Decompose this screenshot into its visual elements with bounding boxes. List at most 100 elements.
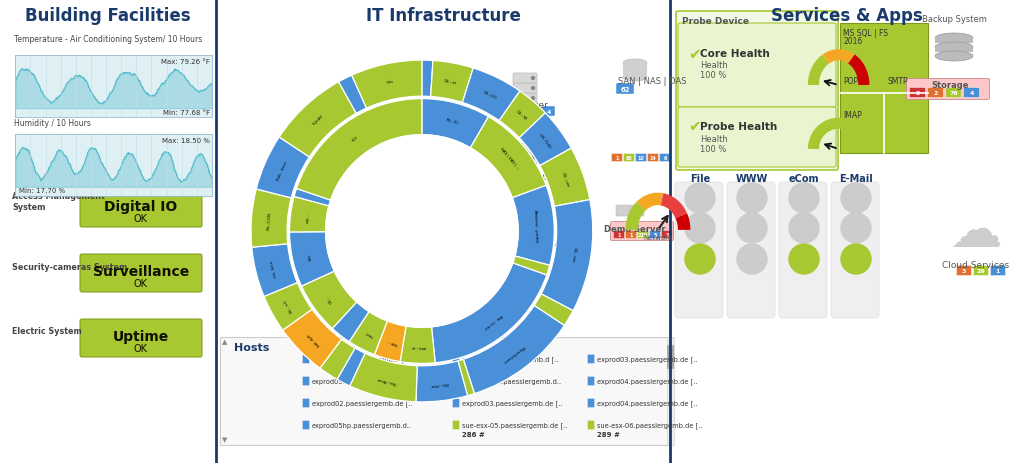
Wedge shape	[512, 186, 554, 266]
Text: bidr..dph: bidr..dph	[305, 331, 321, 346]
Circle shape	[531, 77, 535, 80]
Text: SAN | NAS | DAS: SAN | NAS | DAS	[618, 77, 686, 86]
Ellipse shape	[623, 60, 647, 68]
Wedge shape	[280, 82, 356, 157]
Circle shape	[326, 135, 518, 328]
Text: Min: 17.70 %: Min: 17.70 %	[19, 188, 66, 194]
FancyBboxPatch shape	[80, 189, 202, 227]
FancyBboxPatch shape	[613, 231, 625, 239]
Text: E-Mail: E-Mail	[839, 174, 872, 184]
FancyBboxPatch shape	[909, 88, 926, 98]
Circle shape	[841, 213, 871, 244]
FancyBboxPatch shape	[588, 420, 595, 430]
FancyBboxPatch shape	[529, 107, 542, 117]
Text: sue-esx-06.paesslergemb.de [..: sue-esx-06.paesslergemb.de [..	[597, 422, 702, 428]
Text: 5: 5	[653, 232, 656, 238]
Bar	[623, 64, 647, 78]
Text: Network: Network	[643, 235, 673, 241]
Text: exprod02.paesslergemb.de [..: exprod02.paesslergemb.de [..	[312, 400, 413, 407]
Ellipse shape	[935, 43, 973, 53]
FancyBboxPatch shape	[990, 266, 1006, 276]
Circle shape	[531, 97, 535, 100]
Text: 6: 6	[664, 156, 667, 161]
Text: Server: Server	[518, 101, 548, 110]
Text: 3: 3	[666, 232, 669, 238]
Circle shape	[531, 167, 535, 170]
FancyBboxPatch shape	[636, 154, 646, 162]
Text: h-JedH: h-JedH	[311, 114, 324, 125]
Wedge shape	[351, 61, 422, 109]
Text: exprod03.paesslergemb.de [..: exprod03.paesslergemb.de [..	[597, 356, 697, 363]
Circle shape	[841, 244, 871, 275]
FancyBboxPatch shape	[649, 231, 660, 239]
Text: exprod02.paesslergemb.d [..: exprod02.paesslergemb.d [..	[462, 356, 558, 363]
Text: Building Facilities: Building Facilities	[26, 7, 190, 25]
Text: 10: 10	[638, 156, 644, 161]
Circle shape	[685, 184, 715, 213]
Ellipse shape	[935, 34, 973, 44]
Text: Hos: Hos	[386, 80, 394, 85]
Wedge shape	[535, 294, 573, 326]
Text: Ric..C305: Ric..C305	[267, 211, 272, 229]
Ellipse shape	[513, 237, 537, 244]
FancyBboxPatch shape	[678, 108, 836, 168]
FancyBboxPatch shape	[80, 255, 202, 292]
Wedge shape	[333, 302, 369, 342]
Text: 1: 1	[617, 232, 621, 238]
Text: rota...w: rota...w	[411, 343, 426, 348]
Text: Probe Device: Probe Device	[682, 17, 749, 25]
Text: CV...: CV...	[326, 294, 334, 303]
Text: bha...tu-me: bha...tu-me	[482, 313, 503, 330]
Text: ✔: ✔	[688, 46, 700, 62]
FancyBboxPatch shape	[542, 107, 555, 117]
FancyBboxPatch shape	[626, 231, 637, 239]
FancyBboxPatch shape	[453, 377, 460, 386]
FancyBboxPatch shape	[610, 222, 674, 241]
Wedge shape	[431, 263, 547, 363]
Wedge shape	[349, 312, 387, 355]
Text: Security-cameras System: Security-cameras System	[12, 262, 127, 271]
Text: Database Server: Database Server	[488, 241, 564, 250]
Circle shape	[685, 213, 715, 244]
FancyBboxPatch shape	[928, 88, 943, 98]
Wedge shape	[256, 138, 309, 199]
Text: ✔ 7: ✔ 7	[516, 249, 532, 258]
FancyBboxPatch shape	[513, 74, 537, 84]
Wedge shape	[519, 113, 571, 166]
Wedge shape	[294, 189, 331, 206]
FancyBboxPatch shape	[80, 319, 202, 357]
Text: Virtual Hosting: Virtual Hosting	[493, 172, 560, 181]
Text: 229: 229	[638, 232, 648, 238]
Circle shape	[790, 244, 819, 275]
Text: ▼: ▼	[222, 436, 227, 442]
Text: Health: Health	[700, 134, 728, 143]
Text: POP3: POP3	[843, 76, 863, 85]
Text: Aleatoric...probst: Aleatoric...probst	[534, 210, 539, 243]
Wedge shape	[540, 149, 590, 207]
FancyBboxPatch shape	[513, 163, 537, 174]
Text: OK: OK	[134, 278, 148, 288]
Text: Access Management
System: Access Management System	[12, 192, 104, 211]
Text: 4: 4	[547, 109, 551, 114]
Bar	[667, 337, 674, 445]
Text: ✔ 122: ✔ 122	[516, 181, 544, 190]
Text: hop...: hop...	[386, 338, 397, 345]
FancyBboxPatch shape	[302, 377, 309, 386]
Text: Probe Health: Probe Health	[700, 122, 777, 131]
Ellipse shape	[935, 52, 973, 62]
Wedge shape	[251, 189, 291, 248]
FancyBboxPatch shape	[453, 399, 460, 407]
FancyBboxPatch shape	[647, 154, 658, 162]
Text: 2016: 2016	[843, 38, 862, 46]
Text: Cha...free: Cha...free	[430, 380, 450, 386]
FancyBboxPatch shape	[956, 266, 972, 276]
Ellipse shape	[623, 74, 647, 82]
Circle shape	[737, 213, 767, 244]
FancyBboxPatch shape	[588, 355, 595, 364]
FancyBboxPatch shape	[675, 182, 723, 319]
Text: WWW: WWW	[736, 174, 768, 184]
Text: exprod05hp.paesslergemb.d..: exprod05hp.paesslergemb.d..	[462, 378, 562, 384]
FancyBboxPatch shape	[616, 206, 630, 217]
Text: Cloud Services: Cloud Services	[942, 261, 1010, 270]
FancyBboxPatch shape	[588, 399, 595, 407]
